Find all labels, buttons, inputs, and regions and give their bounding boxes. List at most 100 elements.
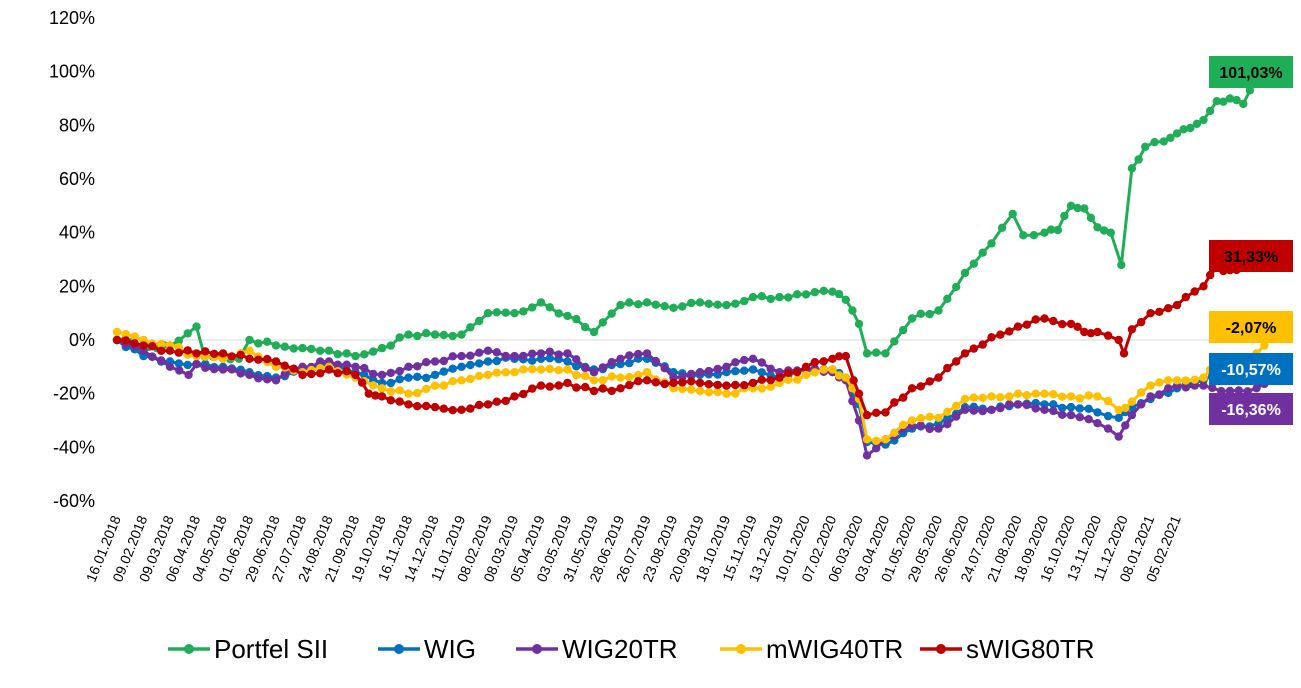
data-point — [1066, 410, 1076, 420]
data-point — [351, 351, 360, 361]
legend: Portfel SII WIG WIG20TR mWIG40TR sWIG80TR — [168, 634, 1095, 664]
data-point — [157, 346, 166, 355]
data-point — [581, 363, 590, 373]
data-point — [519, 351, 528, 361]
data-point — [819, 357, 828, 366]
data-point — [713, 364, 722, 374]
data-point — [1159, 137, 1169, 146]
data-point — [916, 414, 925, 423]
data-point — [695, 378, 705, 388]
data-point — [439, 404, 448, 413]
data-point — [731, 380, 740, 390]
data-point — [881, 408, 890, 417]
data-point — [1103, 396, 1113, 406]
data-point — [1166, 133, 1175, 142]
data-point — [793, 367, 802, 377]
data-point — [834, 371, 844, 380]
data-point — [943, 407, 952, 416]
data-point — [848, 306, 857, 315]
series-portfel-sii — [112, 64, 1269, 364]
data-point — [369, 347, 378, 356]
data-point — [1040, 314, 1049, 323]
data-point — [422, 329, 431, 338]
data-point — [899, 325, 908, 335]
data-point — [899, 393, 908, 402]
data-point — [148, 342, 157, 351]
data-point — [457, 351, 466, 361]
data-point — [766, 364, 775, 373]
data-point — [1225, 94, 1235, 103]
data-point — [1179, 125, 1188, 134]
data-point — [907, 314, 917, 323]
data-point — [854, 416, 864, 425]
data-point — [1066, 319, 1076, 329]
data-point — [978, 340, 987, 349]
legend-item-portfel-sii: Portfel SII — [168, 634, 328, 664]
data-point — [810, 368, 819, 377]
data-point — [528, 384, 537, 393]
data-point — [227, 352, 236, 361]
data-point — [510, 392, 519, 401]
data-point — [1164, 304, 1173, 313]
data-point — [324, 346, 334, 355]
data-point — [1119, 349, 1129, 358]
data-point — [1146, 392, 1155, 401]
data-point — [563, 349, 572, 358]
data-point — [563, 311, 572, 321]
data-point — [766, 382, 775, 391]
data-point — [952, 357, 961, 366]
data-point — [740, 381, 749, 390]
data-point — [801, 290, 811, 299]
data-point — [1060, 211, 1069, 221]
data-point — [834, 352, 844, 361]
y-tick-label: 80% — [59, 115, 95, 135]
legend-item-mwig40tr: mWIG40TR — [720, 634, 903, 664]
data-point — [1127, 164, 1137, 173]
data-point — [192, 322, 201, 331]
data-point — [810, 288, 819, 297]
legend-label: mWIG40TR — [766, 634, 903, 664]
data-point — [1103, 411, 1113, 421]
data-point — [907, 416, 917, 425]
end-labels: 101,03% 31,33% -2,07% -10,57% -16,36% — [1209, 56, 1293, 425]
data-point — [201, 347, 210, 356]
data-point — [854, 319, 864, 329]
end-label-text: 101,03% — [1219, 65, 1282, 82]
data-point — [1058, 320, 1067, 329]
data-point — [757, 375, 766, 384]
series-line — [116, 338, 1266, 457]
data-point — [183, 360, 192, 370]
data-point — [448, 331, 457, 341]
data-point — [660, 364, 669, 373]
data-point — [704, 366, 713, 376]
end-label-box — [1209, 311, 1293, 343]
data-point — [960, 405, 970, 414]
data-point — [1117, 260, 1126, 270]
data-point — [457, 330, 466, 339]
data-point — [413, 362, 422, 371]
data-point — [704, 388, 713, 397]
data-point — [828, 365, 837, 374]
data-point — [466, 374, 475, 384]
data-point — [862, 435, 872, 444]
data-point — [642, 298, 652, 307]
data-point — [854, 389, 864, 398]
data-point — [978, 406, 987, 416]
data-point — [364, 389, 373, 398]
data-point — [1181, 292, 1191, 302]
data-point — [1075, 404, 1085, 413]
data-point — [351, 362, 360, 371]
data-point — [210, 349, 219, 358]
data-point — [475, 348, 484, 357]
data-point — [572, 314, 581, 324]
data-point — [1155, 307, 1164, 316]
data-point — [183, 346, 192, 355]
data-point — [987, 405, 996, 414]
data-point — [528, 356, 537, 365]
x-axis: 16.01.201809.02.201809.03.201806.04.2018… — [83, 513, 1184, 584]
plot-area — [112, 64, 1269, 460]
data-point — [422, 401, 431, 411]
legend-label: WIG — [424, 634, 476, 664]
data-point — [934, 424, 943, 433]
data-point — [1013, 389, 1023, 398]
